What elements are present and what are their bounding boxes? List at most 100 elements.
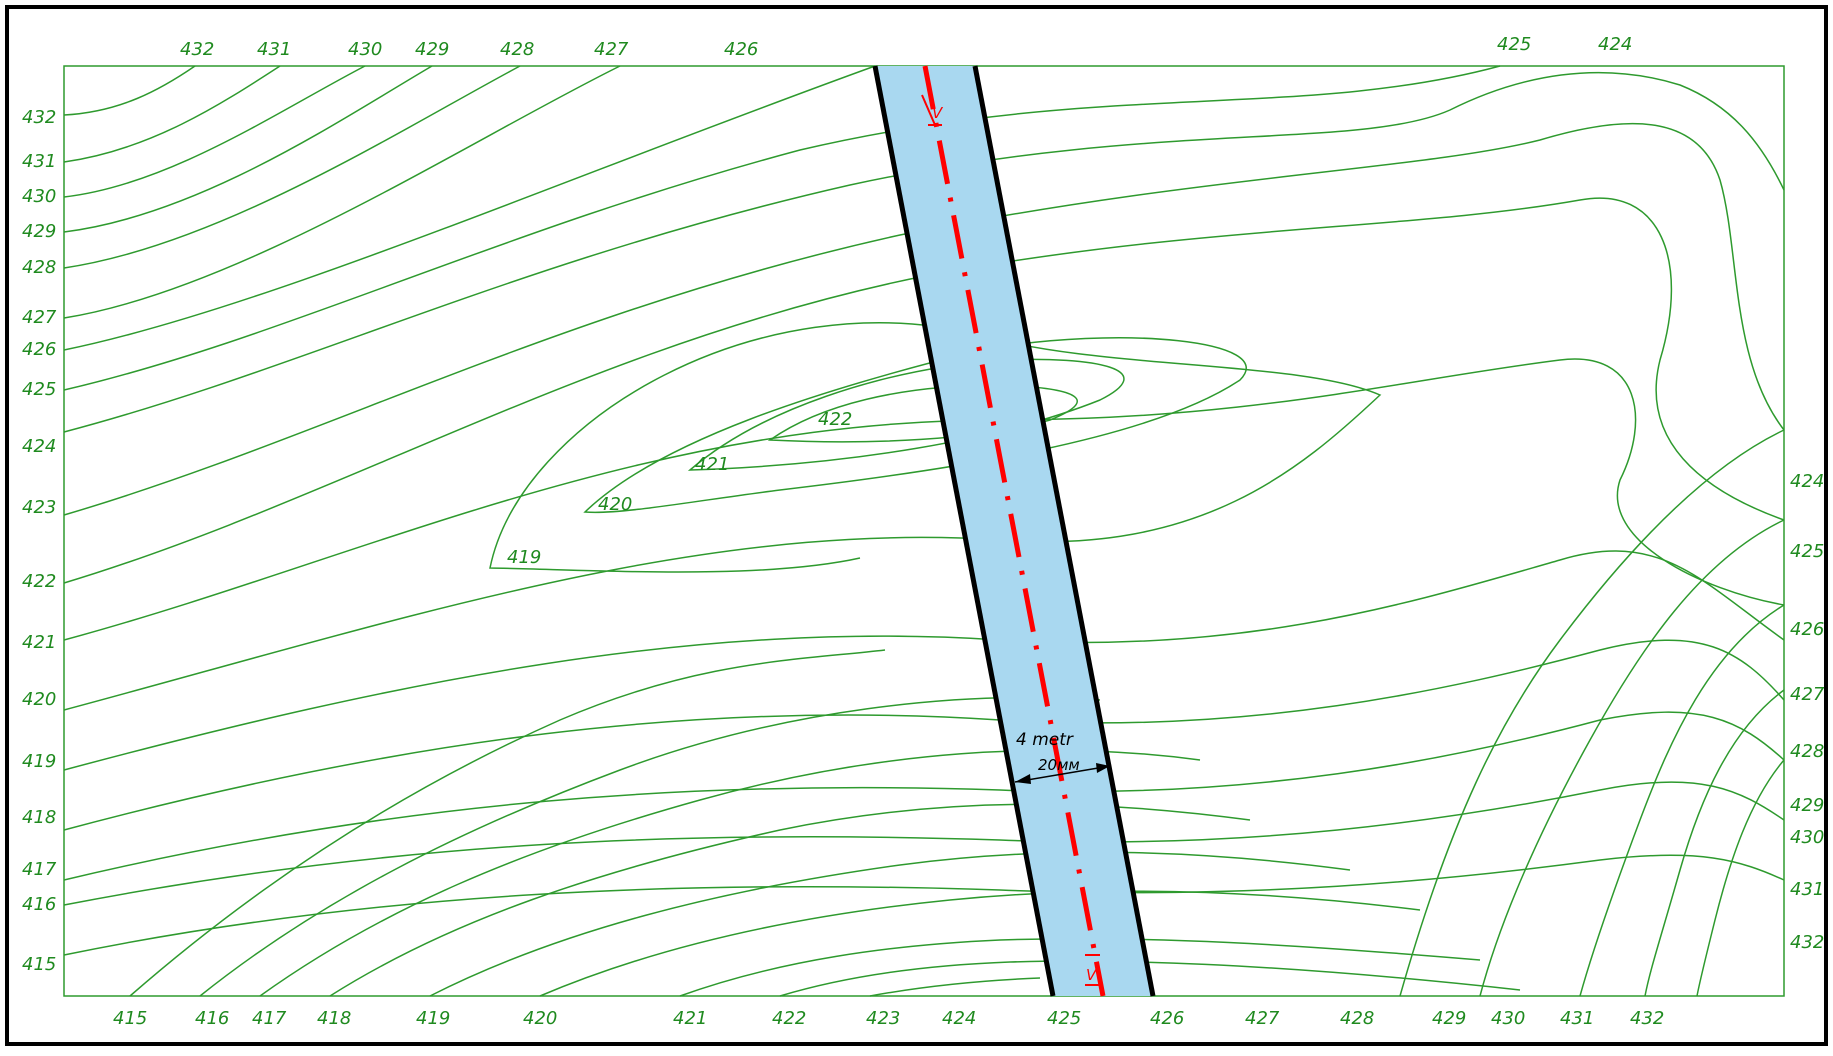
contour-line: [679, 937, 1481, 997]
contour-line: [63, 358, 1785, 641]
channel: [872, 65, 1156, 997]
elevation-label-left: 421: [22, 632, 56, 653]
contour-line: [63, 65, 521, 269]
elevation-label-top: 427: [594, 39, 629, 60]
elevation-label-bottom: 421: [673, 1008, 707, 1029]
elevation-label-bottom: 428: [1340, 1008, 1374, 1029]
section-mark-end: V: [1085, 954, 1100, 986]
elevation-label-left: 417: [22, 859, 57, 880]
elevation-label-left: 424: [22, 436, 56, 457]
dimension-arrow-left: [1015, 774, 1031, 784]
elevation-label-top: 429: [415, 39, 449, 60]
dimension-arrow-right: [1096, 763, 1110, 773]
contour-line: [1479, 519, 1785, 997]
elevation-label-bottom: 425: [1047, 1008, 1081, 1029]
elevation-label-bottom: 419: [416, 1008, 450, 1029]
elevation-label-bottom: 423: [866, 1008, 900, 1029]
elevation-label-bottom: 426: [1150, 1008, 1184, 1029]
contour-line: [687, 358, 1125, 471]
contour-line: [63, 197, 1785, 584]
contour-line: [63, 65, 1501, 391]
contour-line: [129, 649, 886, 997]
contour-line: [63, 65, 366, 198]
section-mark-start-label: V: [932, 104, 944, 122]
elevation-label-top: 431: [257, 39, 291, 60]
elevation-label-bottom: 415: [113, 1008, 147, 1029]
contour-line: [63, 65, 196, 116]
contour-line: [869, 977, 1041, 997]
contour-line: [1644, 689, 1785, 997]
dimension-line: [1014, 765, 1111, 783]
elevation-label-left: 428: [22, 257, 56, 278]
elevation-label-left: 426: [22, 339, 56, 360]
contour-line: [63, 71, 1785, 433]
elevation-label-top: 428: [500, 39, 534, 60]
elevation-label-left: 423: [22, 497, 56, 518]
width-dimension: 4 metr 20мм: [1014, 730, 1111, 784]
elevation-label-bottom: 429: [1432, 1008, 1466, 1029]
elevation-label-left: 430: [22, 186, 56, 207]
elevation-label-left: 422: [22, 571, 56, 592]
drawing-border: [5, 5, 1828, 1046]
elevation-label-left: 418: [22, 807, 56, 828]
dimension-width-text: 4 metr: [1016, 730, 1074, 750]
contour-line: [1399, 429, 1785, 997]
contour-line: [63, 122, 1785, 516]
elevation-label-bottom: 424: [942, 1008, 976, 1029]
contour-line: [63, 854, 1785, 956]
section-mark-end-label: V: [1086, 966, 1098, 984]
elevation-label-bottom: 431: [1560, 1008, 1594, 1029]
elevation-label-top: 425: [1497, 34, 1531, 55]
contour-line: [199, 696, 1101, 997]
elevation-label-bottom: 416: [195, 1008, 229, 1029]
contour-line: [63, 781, 1785, 906]
elevation-label-inner: 420: [598, 494, 632, 515]
elevation-label-right: 424: [1790, 471, 1824, 492]
elevation-label-bottom: 417: [252, 1008, 287, 1029]
contour-line: [63, 65, 876, 351]
contour-line: [63, 65, 433, 233]
elevation-label-bottom: 430: [1491, 1008, 1525, 1029]
elevation-labels: 432 431 430 429 428 427 426 425 424 432 431 430 429 4…: [22, 34, 1825, 1029]
center-axis-line: [922, 65, 1106, 997]
channel-right-edge: [972, 65, 1156, 997]
contour-line: [767, 384, 1078, 443]
elevation-label-top: 432: [180, 39, 214, 60]
contour-line: [583, 337, 1247, 514]
channel-left-edge: [872, 65, 1056, 997]
elevation-label-bottom: 420: [523, 1008, 557, 1029]
contour-line: [63, 711, 1785, 881]
elevation-label-left: 425: [22, 379, 56, 400]
elevation-label-left: 419: [22, 751, 56, 772]
elevation-label-top: 430: [348, 39, 382, 60]
contour-line: [63, 65, 621, 319]
elevation-label-top: 426: [724, 39, 758, 60]
elevation-label-left: 429: [22, 221, 56, 242]
elevation-label-right: 432: [1790, 932, 1824, 953]
elevation-label-right: 430: [1790, 827, 1824, 848]
elevation-label-top: 424: [1598, 34, 1632, 55]
contour-line: [63, 322, 1382, 711]
elevation-label-bottom: 422: [772, 1008, 806, 1029]
contour-line: [539, 890, 1421, 997]
contour-line: [63, 639, 1785, 831]
elevation-label-right: 429: [1790, 795, 1824, 816]
elevation-label-left: 420: [22, 689, 56, 710]
contour-line: [1579, 604, 1785, 997]
elevation-label-right: 425: [1790, 541, 1824, 562]
elevation-label-bottom: 418: [317, 1008, 351, 1029]
elevation-label-left: 427: [22, 307, 57, 328]
elevation-label-left: 415: [22, 954, 56, 975]
elevation-label-bottom: 432: [1630, 1008, 1664, 1029]
dimension-scale-text: 20мм: [1038, 756, 1080, 774]
elevation-label-right: 427: [1790, 684, 1825, 705]
elevation-label-inner: 422: [818, 409, 852, 430]
section-mark-start: V: [921, 94, 944, 126]
contour-lines: [63, 65, 1785, 997]
elevation-label-inner: 419: [507, 547, 541, 568]
contour-line: [63, 65, 281, 163]
contour-line: [1696, 759, 1785, 997]
elevation-label-left: 416: [22, 894, 56, 915]
